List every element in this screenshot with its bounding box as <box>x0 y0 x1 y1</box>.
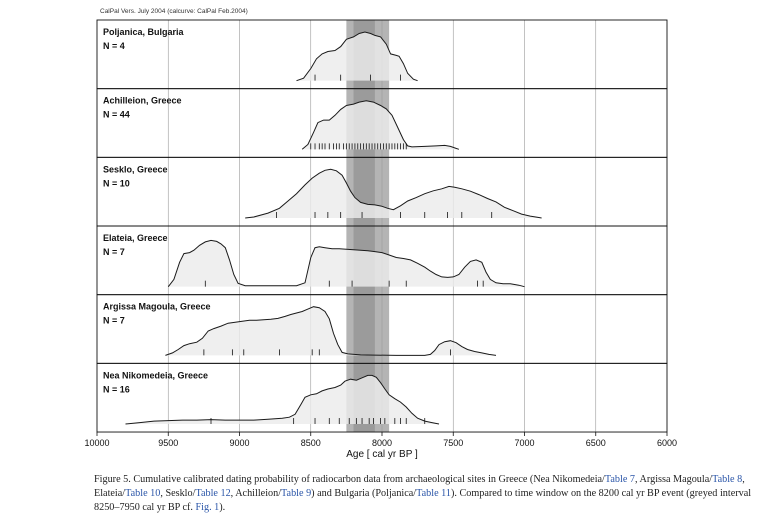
panel-n-1: N = 44 <box>103 110 130 120</box>
panels-group: Poljanica, Bulgaria N = 4 Achilleion, Gree… <box>96 19 668 433</box>
panel-n-2: N = 10 <box>103 178 130 188</box>
probability-area-1 <box>302 100 459 150</box>
caption-text-2: , Argissa Magoula/ <box>635 474 713 485</box>
caption-link-table-12[interactable]: Table 12 <box>195 488 231 499</box>
probability-line-2 <box>245 168 542 219</box>
caption-text-5: , Achilleion/ <box>230 488 282 499</box>
x-tick-label-7000: 7000 <box>514 438 534 448</box>
panel-2: Sesklo, Greece N = 10 <box>96 156 668 227</box>
x-tick-label-6000: 6000 <box>657 438 677 448</box>
caption-link-fig-1[interactable]: Fig. 1 <box>195 502 220 513</box>
x-tick-label-6500: 6500 <box>586 438 606 448</box>
panel-n-0: N = 4 <box>103 41 125 51</box>
calpal-version-note: CalPal Vers. July 2004 (calcurve: CalPal… <box>100 8 248 15</box>
caption-text-7: ). Compared to time window on the 8200 c… <box>94 488 752 513</box>
panel-0: Poljanica, Bulgaria N = 4 <box>96 19 668 90</box>
caption-link-table-11[interactable]: Table 11 <box>416 488 451 499</box>
x-tick-label-8500: 8500 <box>301 438 321 448</box>
probability-line-4 <box>165 306 497 356</box>
probability-area-0 <box>296 32 418 81</box>
panel-n-3: N = 7 <box>103 247 125 257</box>
panel-5: Nea Nikomedeia, Greece N = 16 <box>96 362 668 433</box>
panel-3: Elateia, Greece N = 7 <box>96 225 668 296</box>
x-tick-label-7500: 7500 <box>443 438 463 448</box>
caption-text-6: ) and Bulgaria (Poljanica/ <box>311 488 417 499</box>
panel-title-0: Poljanica, Bulgaria <box>103 27 185 37</box>
figure-caption: Figure 5. Cumulative calibrated dating p… <box>94 473 762 515</box>
probability-area-4 <box>165 306 496 356</box>
panel-title-1: Achilleion, Greece <box>103 96 182 106</box>
calibrated-probability-chart: CalPal Vers. July 2004 (calcurve: CalPal… <box>84 8 677 460</box>
x-axis: 10000 9500 9000 8500 8000 7500 7000 6500 6000 <box>84 432 677 448</box>
caption-link-table-7[interactable]: Table 7 <box>604 474 636 485</box>
probability-line-3 <box>167 239 525 288</box>
probability-area-2 <box>245 169 542 219</box>
panel-title-2: Sesklo, Greece <box>103 164 168 174</box>
x-tick-label-8000: 8000 <box>372 438 392 448</box>
probability-line-5 <box>125 374 440 425</box>
x-tick-label-10000: 10000 <box>84 438 109 448</box>
caption-link-table-9[interactable]: Table 9 <box>281 488 312 499</box>
probability-area-5 <box>125 375 439 425</box>
caption-text-3: , Elateia/ <box>94 474 745 499</box>
panel-title-4: Argissa Magoula, Greece <box>103 302 211 312</box>
caption-text-4: , Sesklo/ <box>160 488 196 499</box>
x-axis-label: Age [ cal yr BP ] <box>346 449 418 460</box>
panel-title-5: Nea Nikomedeia, Greece <box>103 370 208 380</box>
caption-text-1: Figure 5. Cumulative calibrated dating p… <box>94 474 605 485</box>
caption-text-8: ). <box>219 502 226 513</box>
x-tick-label-9000: 9000 <box>229 438 249 448</box>
probability-line-0 <box>296 31 418 82</box>
probability-area-3 <box>168 240 525 287</box>
panel-n-5: N = 16 <box>103 384 130 394</box>
probability-line-1 <box>301 100 460 150</box>
panel-n-4: N = 7 <box>103 316 125 326</box>
caption-link-table-10[interactable]: Table 10 <box>125 488 161 499</box>
panel-title-3: Elateia, Greece <box>103 233 168 243</box>
caption-link-table-8[interactable]: Table 8 <box>712 474 743 485</box>
x-tick-label-9500: 9500 <box>158 438 178 448</box>
